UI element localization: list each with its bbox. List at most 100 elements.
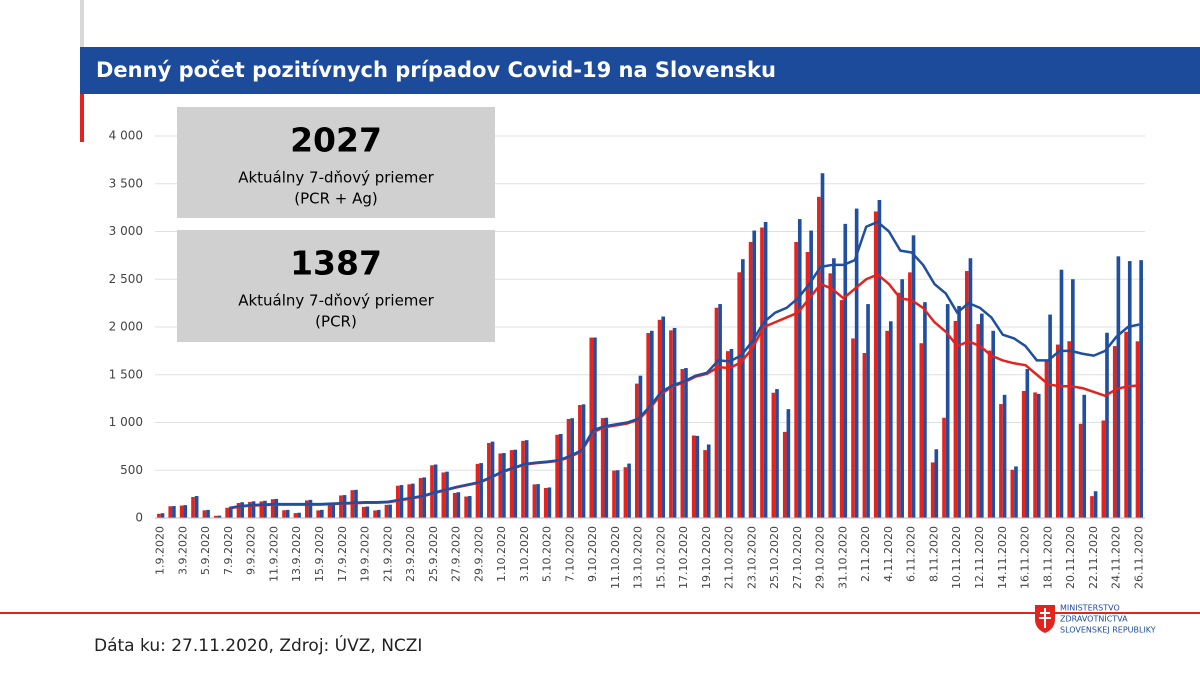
- x-tick-label: 31.10.2020: [836, 526, 849, 589]
- bar: [650, 330, 654, 518]
- bar: [566, 418, 571, 518]
- bar: [388, 504, 392, 518]
- bar: [771, 392, 776, 518]
- bar: [1139, 260, 1143, 518]
- x-tick-label: 18.11.2020: [1041, 526, 1054, 589]
- bar: [236, 503, 241, 518]
- bar: [570, 418, 574, 518]
- x-tick-label: 6.11.2020: [905, 526, 918, 582]
- info-box: [177, 230, 495, 342]
- bar: [1071, 279, 1075, 518]
- bar: [464, 496, 468, 518]
- bar: [1101, 420, 1106, 518]
- bar: [593, 337, 597, 518]
- logo-text: MINISTERSTVO: [1060, 604, 1120, 613]
- bar: [521, 440, 525, 518]
- bar: [805, 252, 810, 518]
- bar: [839, 300, 844, 518]
- bar: [968, 258, 973, 518]
- x-tick-label: 3.10.2020: [518, 526, 531, 582]
- bar: [240, 502, 244, 518]
- bar: [581, 404, 586, 518]
- bar: [820, 173, 825, 518]
- x-tick-label: 7.9.2020: [222, 526, 235, 575]
- bar: [274, 498, 279, 518]
- bar: [202, 510, 207, 518]
- bar: [752, 230, 757, 519]
- bar: [1036, 393, 1041, 518]
- bar: [604, 417, 609, 518]
- bar: [217, 515, 222, 518]
- footer-text: Dáta ku: 27.11.2020, Zdroj: ÚVZ, NCZI: [94, 634, 422, 656]
- bar: [513, 449, 518, 518]
- y-tick-label: 2 000: [109, 320, 143, 334]
- bar: [737, 272, 742, 518]
- x-tick-label: 19.9.2020: [359, 526, 372, 582]
- bar: [490, 441, 495, 518]
- bar: [600, 418, 605, 518]
- box-value: 1387: [290, 244, 382, 283]
- bar: [1116, 256, 1121, 518]
- bar: [376, 509, 381, 518]
- x-tick-label: 24.11.2020: [1110, 526, 1123, 589]
- bar: [327, 503, 332, 518]
- bar: [172, 506, 176, 518]
- bar: [251, 501, 256, 518]
- chart-title: Denný počet pozitívnych prípadov Covid-1…: [96, 58, 776, 82]
- line: [228, 220, 1140, 510]
- bar: [293, 513, 298, 518]
- bar: [168, 506, 173, 518]
- y-tick-label: 1 500: [109, 367, 143, 381]
- bar: [524, 440, 529, 518]
- bar: [680, 369, 685, 518]
- bar: [1127, 261, 1132, 518]
- bar: [1078, 423, 1083, 518]
- bar: [1112, 346, 1117, 518]
- bar: [718, 304, 722, 518]
- x-tick-label: 16.11.2020: [1019, 526, 1032, 589]
- x-tick-label: 1.9.2020: [154, 526, 167, 575]
- bar: [445, 471, 449, 518]
- bar: [399, 485, 404, 518]
- bar: [1048, 314, 1052, 518]
- logo-text: SLOVENSKEJ REPUBLIKY: [1060, 626, 1156, 635]
- x-tick-label: 15.9.2020: [313, 526, 326, 582]
- y-tick-label: 0: [135, 511, 143, 525]
- bar: [160, 513, 165, 518]
- bar: [1090, 496, 1094, 518]
- x-tick-label: 5.9.2020: [199, 526, 212, 575]
- x-tick-label: 8.11.2020: [927, 526, 940, 582]
- x-tick-label: 9.10.2020: [586, 526, 599, 582]
- bar: [1014, 466, 1018, 518]
- x-tick-label: 27.10.2020: [791, 526, 804, 589]
- x-tick-label: 19.10.2020: [700, 526, 713, 589]
- bar: [726, 351, 730, 518]
- bar: [945, 304, 950, 518]
- x-tick-label: 5.10.2020: [541, 526, 554, 582]
- bar: [964, 271, 969, 518]
- bar: [741, 259, 745, 518]
- x-tick-label: 26.11.2020: [1132, 526, 1145, 589]
- bar: [194, 496, 199, 518]
- box-value: 2027: [290, 121, 382, 160]
- accent-gray: [80, 0, 84, 47]
- x-tick-label: 13.10.2020: [632, 526, 645, 589]
- bar: [684, 368, 688, 518]
- bar: [384, 504, 389, 518]
- bar: [1124, 331, 1128, 518]
- x-tick-label: 20.11.2020: [1064, 526, 1077, 589]
- y-tick-label: 500: [120, 463, 143, 477]
- bar: [479, 463, 483, 518]
- bar: [1082, 394, 1087, 518]
- bar: [953, 320, 958, 518]
- bar: [452, 492, 457, 518]
- bar: [942, 417, 946, 518]
- bar: [638, 375, 643, 518]
- bar: [270, 499, 275, 518]
- y-tick-label: 4 000: [109, 129, 143, 143]
- bar: [430, 465, 434, 518]
- bar: [854, 208, 859, 518]
- bar: [832, 258, 836, 518]
- bar: [467, 496, 472, 518]
- bar: [623, 467, 628, 518]
